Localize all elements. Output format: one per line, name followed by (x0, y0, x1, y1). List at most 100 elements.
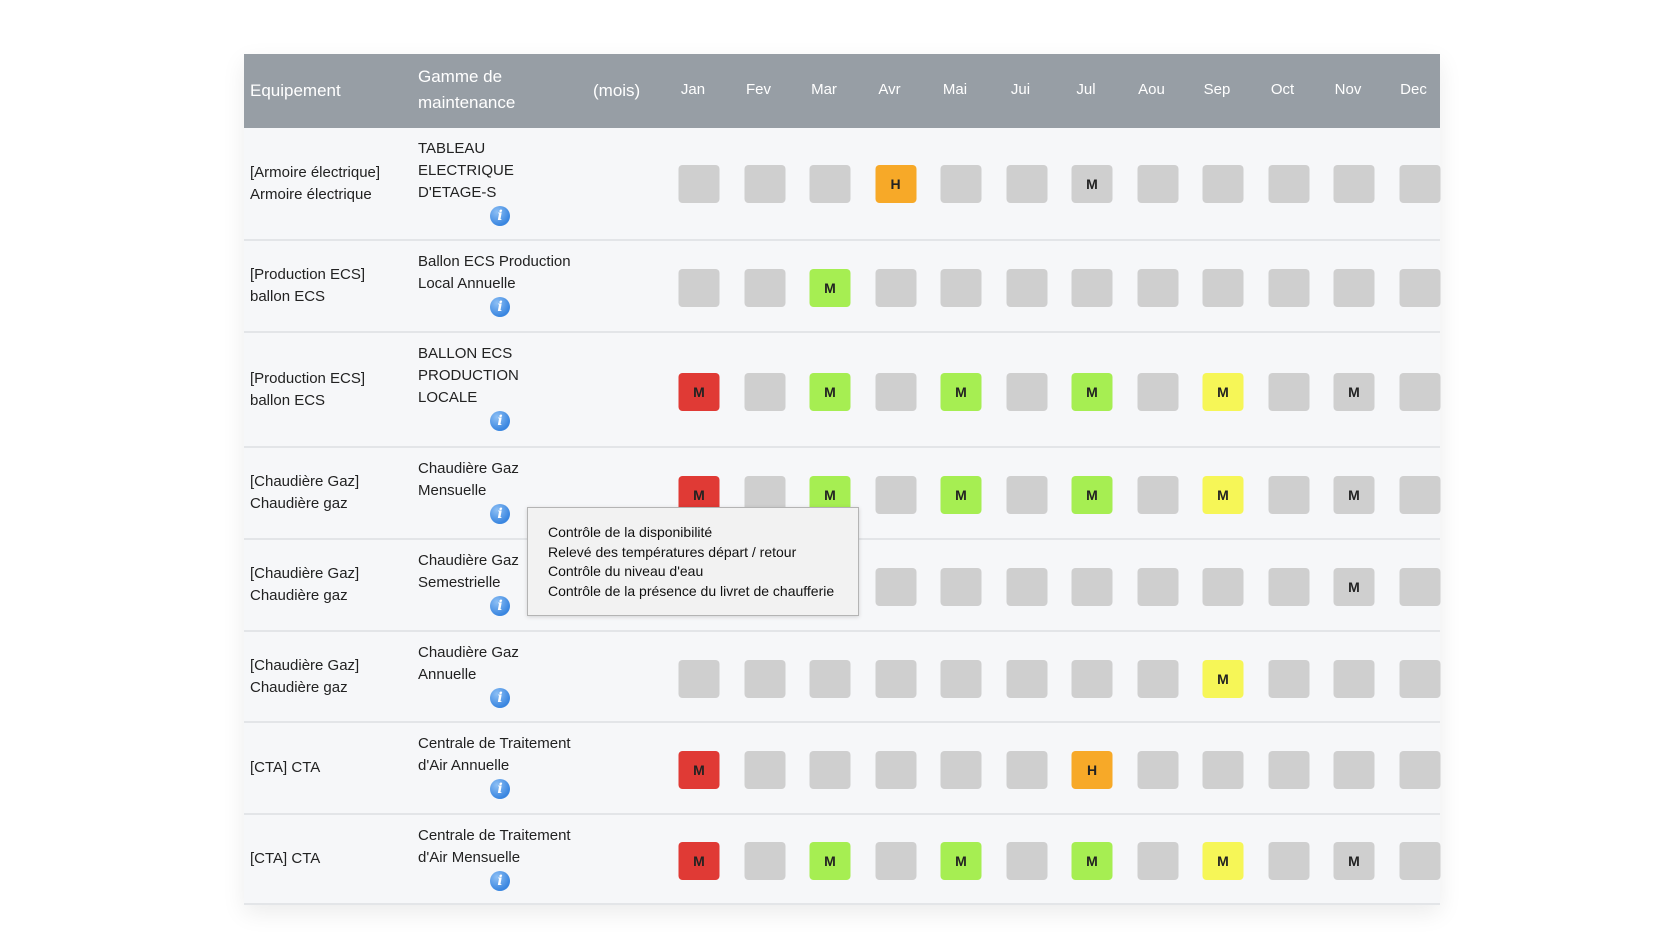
month-cell-sep[interactable]: M (1202, 476, 1244, 514)
month-cell-nov[interactable]: M (1333, 842, 1375, 880)
month-cell-jan[interactable]: M (678, 842, 720, 880)
month-cell-mai[interactable] (940, 568, 982, 606)
month-cell-oct[interactable] (1268, 269, 1309, 307)
month-cell-sep[interactable] (1202, 269, 1244, 307)
month-cell-jul[interactable]: H (1071, 751, 1113, 789)
month-cell-aou[interactable] (1137, 165, 1178, 203)
month-cell-oct[interactable] (1268, 659, 1309, 698)
month-cell-oct[interactable] (1268, 568, 1309, 606)
month-cell-jui[interactable] (1006, 751, 1047, 789)
month-cell-jan[interactable] (678, 659, 720, 698)
month-cell-fev[interactable] (744, 165, 785, 203)
info-icon[interactable]: i (490, 504, 510, 524)
month-cell-jui[interactable] (1006, 659, 1047, 698)
month-cell-mai[interactable] (940, 269, 982, 307)
month-cell-sep[interactable] (1202, 568, 1244, 606)
month-cell-mar[interactable] (809, 751, 851, 789)
month-cell-fev[interactable] (744, 269, 785, 307)
info-icon[interactable]: i (490, 411, 510, 431)
month-cell-mar[interactable] (809, 165, 851, 203)
month-cell-aou[interactable] (1137, 751, 1178, 789)
month-cell-oct[interactable] (1268, 165, 1309, 203)
month-cell-mai[interactable]: M (940, 372, 982, 411)
month-cell-mai[interactable]: M (940, 842, 982, 880)
month-cell-aou[interactable] (1137, 659, 1178, 698)
month-cell-jui[interactable] (1006, 568, 1047, 606)
month-cell-oct[interactable] (1268, 372, 1309, 411)
header-month-sep: Sep (1203, 81, 1231, 98)
month-cell-jan[interactable] (678, 165, 720, 203)
month-cell-jan[interactable] (678, 269, 720, 307)
month-cell-sep[interactable] (1202, 165, 1244, 203)
month-cell-aou[interactable] (1137, 476, 1178, 514)
month-cell-jul[interactable]: M (1071, 165, 1113, 203)
info-icon[interactable]: i (490, 871, 510, 891)
month-cell-mar[interactable] (809, 659, 851, 698)
month-cell-dec[interactable] (1399, 842, 1440, 880)
month-cell-oct[interactable] (1268, 476, 1309, 514)
month-cell-fev[interactable] (744, 659, 785, 698)
month-cell-oct[interactable] (1268, 751, 1309, 789)
month-cell-fev[interactable] (744, 751, 785, 789)
month-cell-dec[interactable] (1399, 751, 1440, 789)
month-cell-jui[interactable] (1006, 269, 1047, 307)
month-cell-mai[interactable]: M (940, 476, 982, 514)
month-cell-nov[interactable] (1333, 751, 1375, 789)
month-cell-avr[interactable] (875, 269, 916, 307)
month-cell-jui[interactable] (1006, 165, 1047, 203)
month-cell-jul[interactable] (1071, 659, 1113, 698)
month-cell-nov[interactable] (1333, 269, 1375, 307)
month-cell-avr[interactable] (875, 842, 916, 880)
month-cell-fev[interactable] (744, 842, 785, 880)
month-cell-mai[interactable] (940, 659, 982, 698)
month-cell-jul[interactable]: M (1071, 842, 1113, 880)
month-cell-avr[interactable]: H (875, 165, 916, 203)
month-cell-jui[interactable] (1006, 372, 1047, 411)
month-cell-aou[interactable] (1137, 372, 1178, 411)
month-cell-mar[interactable]: M (809, 269, 851, 307)
month-cell-jan[interactable]: M (678, 751, 720, 789)
month-cell-mai[interactable] (940, 165, 982, 203)
info-icon[interactable]: i (490, 596, 510, 616)
month-cell-jui[interactable] (1006, 476, 1047, 514)
month-cell-mai[interactable] (940, 751, 982, 789)
month-cell-avr[interactable] (875, 659, 916, 698)
month-cell-dec[interactable] (1399, 659, 1440, 698)
month-cell-mar[interactable]: M (809, 842, 851, 880)
month-cell-nov[interactable]: M (1333, 568, 1375, 606)
month-cell-dec[interactable] (1399, 476, 1440, 514)
month-cell-sep[interactable]: M (1202, 372, 1244, 411)
month-cell-jul[interactable] (1071, 568, 1113, 606)
month-cell-avr[interactable] (875, 568, 916, 606)
month-cell-mar[interactable]: M (809, 372, 851, 411)
month-cell-jul[interactable]: M (1071, 476, 1113, 514)
month-cell-nov[interactable]: M (1333, 372, 1375, 411)
month-cell-sep[interactable]: M (1202, 842, 1244, 880)
month-cell-dec[interactable] (1399, 372, 1440, 411)
month-cell-dec[interactable] (1399, 269, 1440, 307)
month-cell-aou[interactable] (1137, 568, 1178, 606)
month-cell-jan[interactable]: M (678, 372, 720, 411)
month-cell-avr[interactable] (875, 476, 916, 514)
month-cell-avr[interactable] (875, 372, 916, 411)
month-cell-dec[interactable] (1399, 165, 1440, 203)
info-icon[interactable]: i (490, 297, 510, 317)
info-icon[interactable]: i (490, 688, 510, 708)
header-month-jui: Jui (1010, 81, 1031, 98)
month-cell-oct[interactable] (1268, 842, 1309, 880)
info-icon[interactable]: i (490, 779, 510, 799)
month-cell-nov[interactable] (1333, 165, 1375, 203)
month-cell-aou[interactable] (1137, 842, 1178, 880)
month-cell-avr[interactable] (875, 751, 916, 789)
month-cell-jul[interactable] (1071, 269, 1113, 307)
month-cell-jui[interactable] (1006, 842, 1047, 880)
month-cell-nov[interactable] (1333, 659, 1375, 698)
month-cell-sep[interactable] (1202, 751, 1244, 789)
month-cell-fev[interactable] (744, 372, 785, 411)
info-icon[interactable]: i (490, 206, 510, 226)
month-cell-aou[interactable] (1137, 269, 1178, 307)
month-cell-dec[interactable] (1399, 568, 1440, 606)
month-cell-nov[interactable]: M (1333, 476, 1375, 514)
month-cell-jul[interactable]: M (1071, 372, 1113, 411)
month-cell-sep[interactable]: M (1202, 659, 1244, 698)
